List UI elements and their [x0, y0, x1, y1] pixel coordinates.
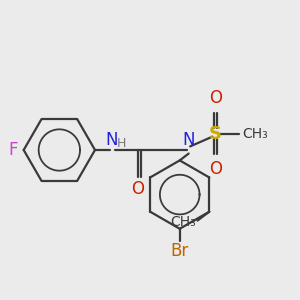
Text: S: S [209, 125, 222, 143]
Text: CH₃: CH₃ [170, 215, 196, 229]
Text: O: O [209, 89, 222, 107]
Text: O: O [209, 160, 222, 178]
Text: CH₃: CH₃ [242, 127, 268, 141]
Text: N: N [182, 130, 195, 148]
Text: Br: Br [171, 242, 189, 260]
Text: H: H [117, 137, 126, 150]
Text: F: F [9, 141, 18, 159]
Text: O: O [132, 180, 145, 198]
Text: N: N [105, 130, 118, 148]
